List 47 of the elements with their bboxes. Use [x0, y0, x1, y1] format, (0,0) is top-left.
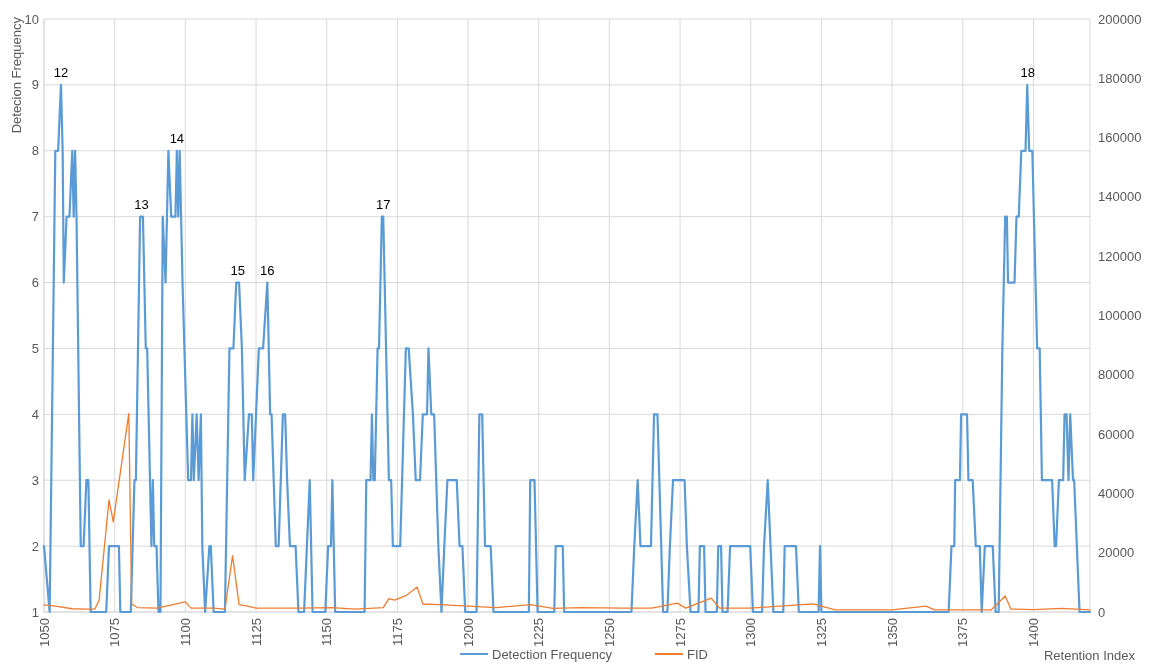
- x-tick-label: 1225: [531, 618, 547, 647]
- x-tick-label: 1400: [1026, 618, 1042, 647]
- annotation: 15: [230, 262, 245, 278]
- y-tick-label: 4: [31, 406, 39, 422]
- x-tick-label: 1375: [955, 618, 971, 647]
- x-tick-label: 1300: [743, 618, 759, 647]
- x-tick-label: 1175: [389, 618, 405, 646]
- x-tick-label: 1125: [248, 618, 264, 646]
- y2-tick-label: 140000: [1098, 189, 1142, 205]
- annotation: 17: [376, 196, 391, 212]
- x-tick-label: 1250: [601, 618, 617, 647]
- y2-tick-label: 100000: [1098, 308, 1142, 324]
- y2-tick-label: 20000: [1098, 545, 1135, 561]
- annotation: 16: [260, 262, 275, 278]
- legend-label: Detection Frequency: [492, 646, 613, 662]
- y-tick-label: 2: [31, 538, 39, 554]
- y2-tick-label: 200000: [1098, 11, 1142, 27]
- y-tick-label: 6: [31, 275, 39, 291]
- y-tick-label: 3: [31, 472, 39, 488]
- y-tick-label: 10: [24, 11, 39, 27]
- x-tick-label: 1075: [107, 618, 123, 647]
- y2-tick-label: 160000: [1098, 130, 1142, 146]
- y-tick-label: 7: [31, 209, 39, 225]
- y-axis-title: Detecion Frequency: [8, 16, 24, 134]
- y-tick-label: 5: [31, 340, 39, 356]
- x-tick-label: 1325: [813, 618, 829, 647]
- y-tick-label: 1: [31, 604, 39, 620]
- legend-label: FID: [687, 646, 708, 662]
- x-tick-label: 1350: [884, 618, 900, 647]
- annotation: 12: [53, 64, 69, 80]
- x-tick-label: 1100: [177, 618, 193, 646]
- y-tick-label: 8: [31, 143, 39, 159]
- y2-tick-label: 180000: [1098, 70, 1142, 86]
- x-tick-label: 1200: [460, 618, 476, 647]
- x-tick-label: 1275: [672, 618, 688, 647]
- x-tick-label: 1150: [319, 618, 335, 646]
- annotation: 18: [1020, 64, 1036, 80]
- x-tick-label: 1050: [36, 618, 52, 647]
- x-axis-title: Retention Index: [1043, 648, 1136, 663]
- y2-tick-label: 0: [1098, 604, 1106, 620]
- annotation: 13: [134, 196, 149, 212]
- y-tick-label: 9: [31, 77, 39, 93]
- y2-tick-label: 80000: [1098, 367, 1135, 383]
- y2-tick-label: 40000: [1098, 485, 1135, 501]
- annotation: 14: [169, 130, 185, 146]
- y2-tick-label: 60000: [1098, 426, 1135, 442]
- y2-tick-label: 120000: [1098, 248, 1142, 264]
